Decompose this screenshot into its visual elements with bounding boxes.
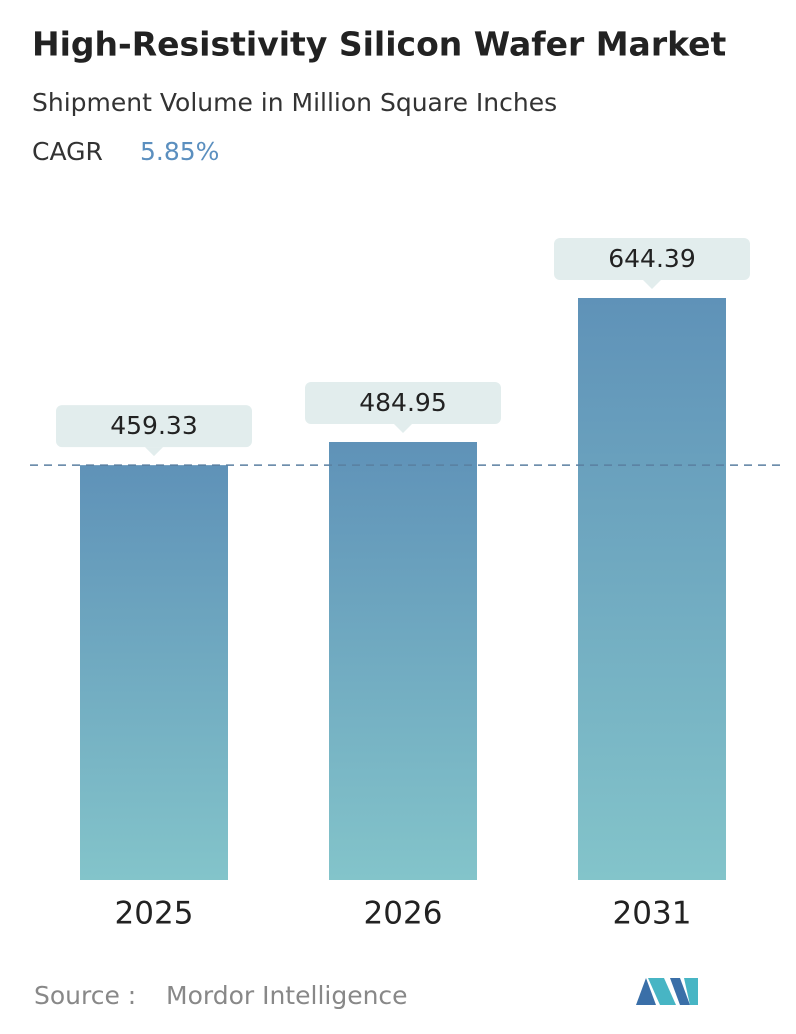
callout-pointer <box>643 280 661 289</box>
x-tick-label: 2025 <box>115 896 194 932</box>
chart-subtitle: Shipment Volume in Million Square Inches <box>32 88 557 117</box>
callout <box>554 238 750 280</box>
value-label: 644.39 <box>608 244 695 273</box>
source-label: Source : <box>34 981 136 1010</box>
cagr-value: 5.85% <box>140 137 219 166</box>
cagr-label: CAGR <box>32 137 103 166</box>
x-tick-label: 2031 <box>613 896 692 932</box>
bar <box>80 465 228 880</box>
callout-pointer <box>145 447 163 457</box>
chart-title: High-Resistivity Silicon Wafer Market <box>32 25 727 64</box>
value-label: 459.33 <box>110 411 197 440</box>
logo <box>636 978 698 1005</box>
callout-pointer <box>394 424 412 434</box>
source-name: Mordor Intelligence <box>166 981 408 1010</box>
bar <box>578 298 726 880</box>
callout <box>305 382 501 425</box>
x-tick-label: 2026 <box>364 896 443 932</box>
bar <box>329 442 477 880</box>
value-label: 484.95 <box>359 388 446 417</box>
callout <box>56 405 252 448</box>
